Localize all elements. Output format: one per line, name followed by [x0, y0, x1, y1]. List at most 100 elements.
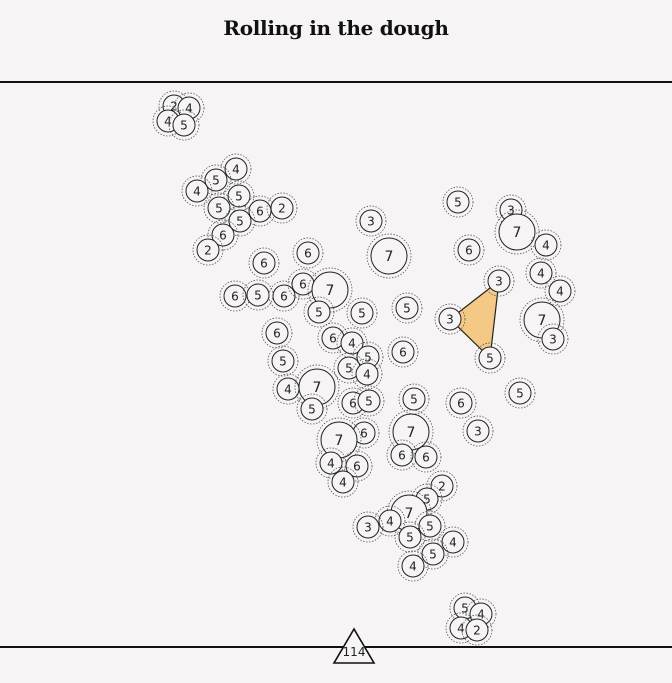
circle-value: 5: [486, 351, 494, 365]
number-circle[interactable]: 4: [544, 275, 576, 307]
circle-halo: [474, 342, 506, 374]
circle-value: 4: [164, 114, 172, 128]
circle-value: 5: [212, 173, 220, 187]
number-circle[interactable]: 6: [317, 322, 349, 354]
number-circle[interactable]: 4: [525, 257, 557, 289]
number-circle[interactable]: 3: [483, 265, 515, 297]
circle-body: [421, 542, 445, 566]
number-circle[interactable]: 5: [223, 180, 255, 212]
number-circle[interactable]: 6: [386, 439, 418, 471]
number-circle[interactable]: 5: [353, 385, 385, 417]
circle-value: 3: [446, 312, 454, 326]
number-circle[interactable]: 4: [220, 153, 252, 185]
circle-value: 5: [236, 214, 244, 228]
number-circle[interactable]: 4: [173, 92, 205, 124]
number-circle[interactable]: 5: [391, 292, 423, 324]
number-circle[interactable]: 7: [366, 233, 412, 279]
number-circle[interactable]: 6: [261, 317, 293, 349]
number-circle[interactable]: 6: [410, 441, 442, 473]
number-circle[interactable]: 6: [445, 387, 477, 419]
circle-value: 6: [299, 277, 307, 291]
number-circle[interactable]: 5: [242, 279, 274, 311]
number-circle[interactable]: 6: [292, 237, 324, 269]
circle-body: [331, 470, 355, 494]
circle-value: 2: [473, 623, 481, 637]
number-circle[interactable]: 4: [336, 327, 368, 359]
number-circle[interactable]: 5: [474, 342, 506, 374]
number-circle[interactable]: 6: [244, 195, 276, 227]
circle-value: 5: [423, 492, 431, 506]
number-circle[interactable]: 5: [296, 393, 328, 425]
number-circle[interactable]: 2: [461, 614, 493, 646]
number-circle[interactable]: 6: [387, 336, 419, 368]
circle-halo: [410, 441, 442, 473]
number-circle[interactable]: 5: [442, 186, 474, 218]
circle-body: [395, 296, 419, 320]
number-circle[interactable]: 3: [355, 205, 387, 237]
triangle-score-icon: [332, 627, 376, 664]
number-circle[interactable]: 2: [192, 234, 224, 266]
number-circle[interactable]: 5: [414, 510, 446, 542]
number-circle[interactable]: 3: [462, 415, 494, 447]
circle-halo: [391, 292, 423, 324]
number-circle[interactable]: 4: [530, 229, 562, 261]
number-circle[interactable]: 4: [351, 358, 383, 390]
number-circle[interactable]: 5: [168, 109, 200, 141]
number-circle[interactable]: 5: [203, 192, 235, 224]
number-circle[interactable]: 2: [266, 192, 298, 224]
number-circle[interactable]: 5: [346, 297, 378, 329]
number-circle[interactable]: 6: [207, 219, 239, 251]
number-circle[interactable]: 3: [352, 511, 384, 543]
circle-halo: [465, 598, 497, 630]
circle-value: 4: [409, 559, 417, 573]
number-circle[interactable]: 5: [398, 383, 430, 415]
circle-halo: [437, 526, 469, 558]
circle-value: 3: [495, 274, 503, 288]
number-circle[interactable]: 5: [303, 296, 335, 328]
circle-value: 5: [308, 402, 316, 416]
number-circle[interactable]: 5: [394, 521, 426, 553]
number-circle[interactable]: 4: [374, 505, 406, 537]
circle-halo: [495, 194, 527, 226]
circle-halo: [374, 505, 406, 537]
number-circle[interactable]: 6: [341, 450, 373, 482]
circle-body: [196, 238, 220, 262]
number-circle[interactable]: 5: [417, 538, 449, 570]
number-circle[interactable]: 6: [219, 280, 251, 312]
number-circle[interactable]: 4: [272, 373, 304, 405]
circle-halo: [394, 521, 426, 553]
circle-body: [487, 269, 511, 293]
circle-halo: [341, 450, 373, 482]
circle-value: 6: [360, 426, 368, 440]
number-circle[interactable]: 2: [426, 470, 458, 502]
circle-halo: [200, 164, 232, 196]
number-circle[interactable]: 3: [537, 323, 569, 355]
number-circle[interactable]: 4: [437, 526, 469, 558]
circle-value: 3: [364, 520, 372, 534]
number-circle[interactable]: 6: [453, 234, 485, 266]
circle-value: 4: [327, 456, 335, 470]
circle-body: [223, 284, 247, 308]
circle-value: 4: [348, 336, 356, 350]
circle-value: 4: [339, 475, 347, 489]
circle-body: [414, 445, 438, 469]
number-circle[interactable]: 5: [224, 205, 256, 237]
number-circle[interactable]: 4: [397, 550, 429, 582]
circle-body: [340, 331, 364, 355]
number-circle[interactable]: 4: [327, 466, 359, 498]
number-circle[interactable]: 4: [181, 175, 213, 207]
number-circle[interactable]: 7: [494, 209, 540, 255]
circle-halo: [292, 237, 324, 269]
top-divider: [0, 81, 672, 83]
circle-value: 5: [364, 350, 372, 364]
circle-value: 4: [449, 535, 457, 549]
number-circle[interactable]: 5: [504, 377, 536, 409]
number-circle[interactable]: 7: [307, 267, 353, 313]
number-circle[interactable]: 6: [248, 247, 280, 279]
circle-value: 4: [193, 184, 201, 198]
number-circle[interactable]: 3: [434, 303, 466, 335]
number-circle[interactable]: 5: [200, 164, 232, 196]
number-circle[interactable]: 5: [267, 345, 299, 377]
circle-body: [204, 168, 228, 192]
